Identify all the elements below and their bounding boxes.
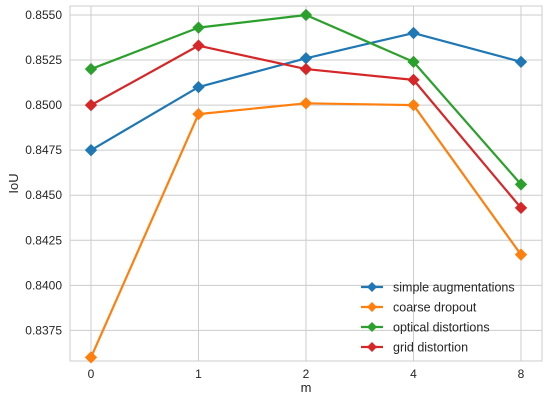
y-tick-label: 0.8450 [25, 188, 62, 202]
legend-marker [367, 342, 377, 352]
data-point [299, 8, 313, 22]
series-0 [84, 26, 528, 157]
y-axis-label: IoU [6, 173, 21, 193]
legend-marker [367, 302, 377, 312]
y-tick-label: 0.8400 [25, 278, 62, 292]
legend-marker [367, 322, 377, 332]
data-point [84, 143, 98, 157]
legend-label: simple augmentations [393, 281, 515, 295]
legend-item: coarse dropout [361, 301, 477, 315]
legend-item: grid distortion [361, 341, 468, 355]
data-point [84, 351, 98, 364]
x-tick-label: 0 [88, 367, 95, 381]
x-axis: 0 1 2 4 8 [88, 367, 525, 381]
data-point [514, 178, 528, 191]
y-tick-label: 0.8525 [25, 53, 62, 67]
data-point [84, 62, 98, 76]
data-point [299, 62, 313, 76]
legend: simple augmentations coarse dropout optica… [361, 281, 515, 355]
data-point [407, 55, 420, 69]
y-tick-label: 0.8375 [25, 323, 62, 337]
series-2 [84, 8, 528, 191]
series-1 [84, 97, 528, 364]
y-tick-label: 0.8500 [25, 98, 62, 112]
data-point [407, 73, 420, 87]
data-point [514, 55, 528, 69]
data-point [192, 107, 205, 121]
plot-frame [69, 5, 543, 362]
y-tick-label: 0.8425 [25, 233, 62, 247]
x-axis-label: m [301, 380, 312, 395]
legend-label: optical distortions [393, 321, 490, 335]
x-tick-label: 8 [518, 367, 525, 381]
data-point [514, 201, 528, 214]
series-3 [84, 39, 528, 214]
data-point [192, 80, 205, 94]
data-point [299, 97, 313, 110]
series-group [84, 8, 528, 364]
data-point [514, 248, 528, 261]
y-tick-label: 0.8475 [25, 143, 62, 157]
y-tick-label: 0.8550 [25, 8, 62, 22]
data-point [192, 21, 205, 34]
data-point [407, 26, 420, 40]
legend-item: optical distortions [361, 321, 490, 335]
legend-label: coarse dropout [393, 301, 477, 315]
data-point [192, 39, 205, 52]
legend-marker [367, 282, 377, 292]
data-point [84, 98, 98, 112]
x-tick-label: 2 [303, 367, 310, 381]
x-tick-label: 1 [195, 367, 202, 381]
data-point [407, 98, 420, 112]
legend-item: simple augmentations [361, 281, 515, 295]
x-tick-label: 4 [410, 367, 417, 381]
legend-label: grid distortion [393, 341, 468, 355]
y-axis: 0.8375 0.8400 0.8425 0.8450 0.8475 0.8500 0.85… [25, 8, 62, 337]
